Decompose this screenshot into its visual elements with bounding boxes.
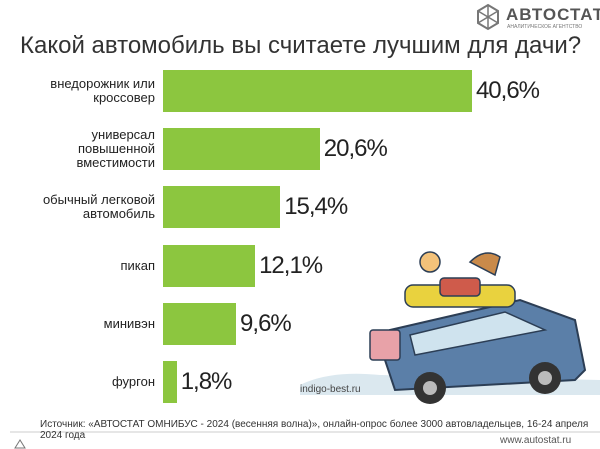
source-note: Источник: «АВТОСТАТ ОМНИБУС - 2024 (весе… (40, 419, 589, 441)
category-label: обычный легковой автомобиль (42, 192, 155, 222)
category-label: внедорожник или кроссовер (50, 76, 155, 105)
website: www.autostat.ru (500, 435, 572, 446)
value-label: 1,8% (180, 368, 233, 395)
bar (163, 128, 320, 171)
bar (163, 70, 472, 112)
category-label: фургон (112, 374, 155, 389)
value-label: 15,4% (284, 193, 348, 221)
illustration-credit: indigo-best.ru (300, 384, 361, 395)
logo-subtitle: АНАЛИТИЧЕСКОЕ АГЕНТСТВО (507, 24, 583, 30)
illustration (300, 251, 600, 404)
bar (163, 244, 256, 287)
category-label: минивэн (103, 315, 155, 331)
value-label: 9,6% (240, 309, 292, 337)
logo-text: АВТОСТАТ (506, 5, 600, 24)
bar (163, 186, 281, 229)
bar (163, 302, 237, 345)
bar (163, 361, 177, 403)
chart-title: Какой автомобиль вы считаете лучшим для … (20, 32, 582, 59)
value-label: 20,6% (323, 135, 388, 163)
category-label: пикап (120, 257, 155, 273)
value-label: 40,6% (475, 77, 540, 104)
logo-icon (477, 3, 499, 31)
category-label: универсал повышенной вместимости (76, 127, 155, 171)
value-label: 12,1% (259, 251, 323, 279)
